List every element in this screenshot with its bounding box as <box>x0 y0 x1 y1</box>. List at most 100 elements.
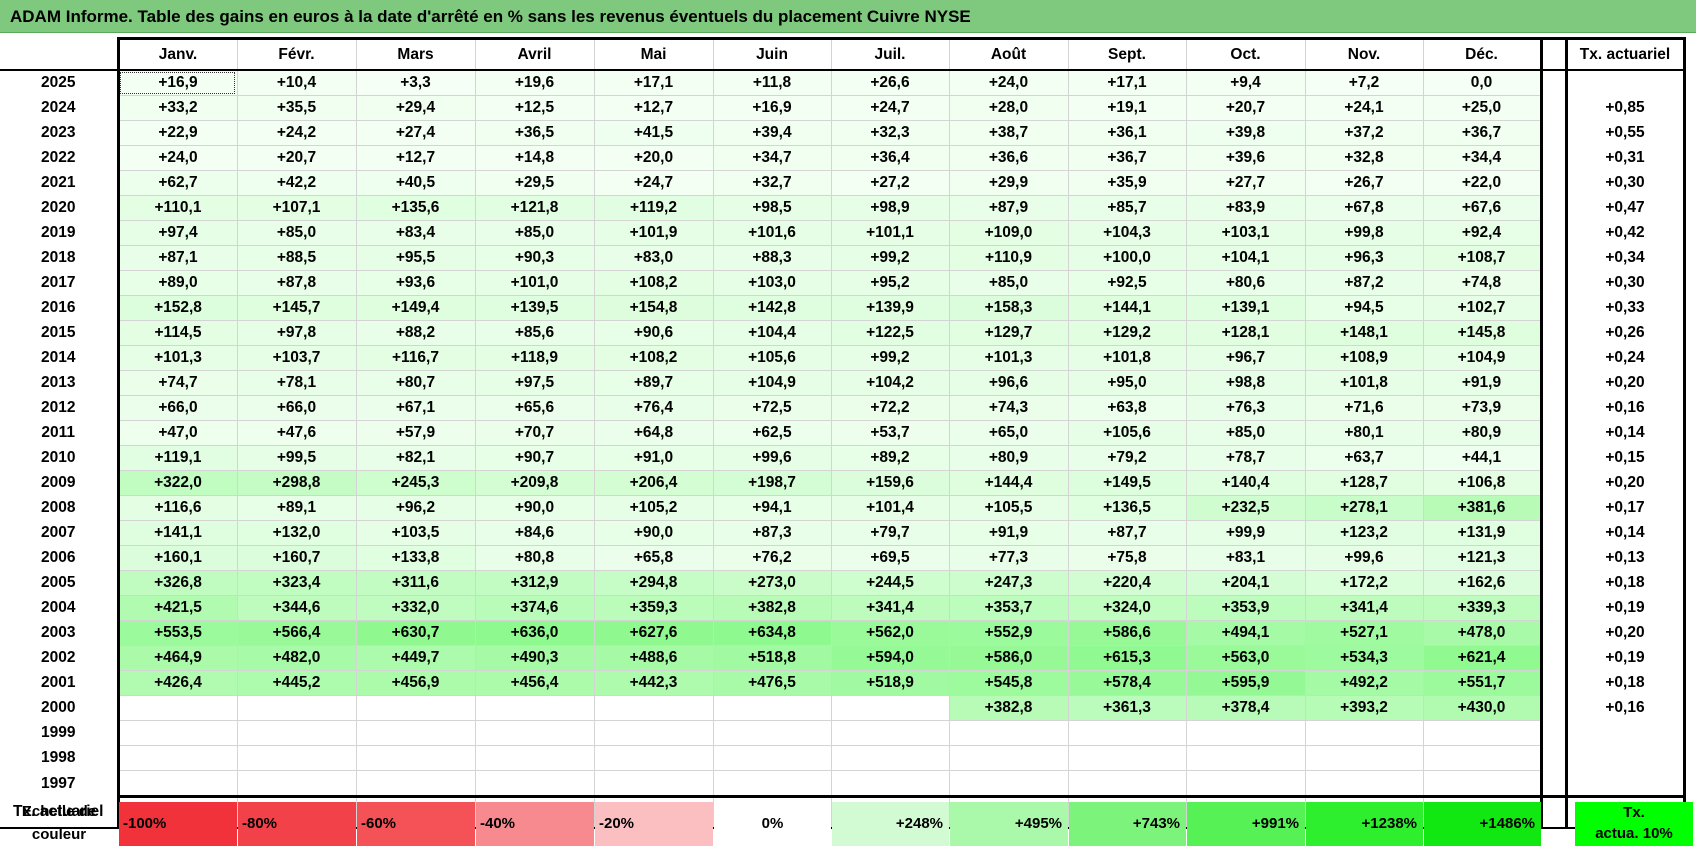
value-cell: +90,3 <box>475 245 595 271</box>
value-cell <box>118 770 238 797</box>
value-cell: +11,8 <box>713 70 832 96</box>
tx-actuariel-cell: +0,26 <box>1564 320 1686 346</box>
value-cell: +105,2 <box>594 495 714 521</box>
header-month-4: Avril <box>475 37 595 71</box>
column-gap <box>1541 745 1566 771</box>
value-cell: +63,8 <box>1068 395 1187 421</box>
value-cell <box>713 770 832 797</box>
value-cell: +36,1 <box>1068 120 1187 146</box>
value-cell: +67,8 <box>1305 195 1424 221</box>
value-cell: +12,7 <box>356 145 476 171</box>
value-cell: +101,4 <box>831 495 950 521</box>
value-cell: +430,0 <box>1423 695 1543 721</box>
value-cell: +133,8 <box>356 545 476 571</box>
value-cell: +74,3 <box>949 395 1069 421</box>
header-month-1: Janv. <box>118 37 238 71</box>
value-cell: +621,4 <box>1423 645 1543 671</box>
tx-actuariel-cell: +0,20 <box>1564 620 1686 646</box>
tx-actua-legend: Tx. actua. 10% <box>1575 802 1693 846</box>
value-cell: +101,0 <box>475 270 595 296</box>
header-month-12: Déc. <box>1423 37 1543 71</box>
value-cell: +552,9 <box>949 620 1069 646</box>
value-cell: +32,7 <box>713 170 832 196</box>
value-cell: +492,2 <box>1305 670 1424 696</box>
value-cell <box>594 770 714 797</box>
value-cell: +36,4 <box>831 145 950 171</box>
value-cell: +382,8 <box>949 695 1069 721</box>
year-label: 2025 <box>0 70 120 96</box>
value-cell: +149,5 <box>1068 470 1187 496</box>
value-cell: +490,3 <box>475 645 595 671</box>
value-cell: +67,1 <box>356 395 476 421</box>
value-cell: +527,1 <box>1305 620 1424 646</box>
value-cell: +99,6 <box>1305 545 1424 571</box>
tx-actuariel-cell <box>1564 70 1686 96</box>
tx-actuariel-cell: +0,17 <box>1564 495 1686 521</box>
scale-cell: -80% <box>238 802 356 846</box>
column-gap <box>1541 320 1566 346</box>
value-cell: +12,5 <box>475 95 595 121</box>
value-cell: +374,6 <box>475 595 595 621</box>
value-cell <box>949 745 1069 771</box>
year-label: 2010 <box>0 445 120 471</box>
value-cell: +24,2 <box>237 120 357 146</box>
value-cell: +32,3 <box>831 120 950 146</box>
value-cell: +32,8 <box>1305 145 1424 171</box>
value-cell: +144,4 <box>949 470 1069 496</box>
value-cell: +101,8 <box>1305 370 1424 396</box>
table-row: 2000 +382,8 +361,3 +378,4 +393,2 +430,0 +0,16 <box>0 695 1686 721</box>
value-cell <box>713 745 832 771</box>
value-cell: +99,2 <box>831 245 950 271</box>
value-cell: +98,5 <box>713 195 832 221</box>
header-month-3: Mars <box>356 37 476 71</box>
value-cell: +123,2 <box>1305 520 1424 546</box>
value-cell: +62,7 <box>118 170 238 196</box>
column-gap <box>1541 495 1566 521</box>
value-cell: +53,7 <box>831 420 950 446</box>
value-cell: +116,7 <box>356 345 476 371</box>
value-cell <box>949 720 1069 746</box>
value-cell: +98,8 <box>1186 370 1306 396</box>
value-cell: +101,6 <box>713 220 832 246</box>
scale-cell: +1486% <box>1424 802 1541 846</box>
value-cell: +38,7 <box>949 120 1069 146</box>
gains-table: Janv. Févr. Mars Avril Mai Juin Juil. Août Sept.… <box>0 37 1686 829</box>
table-row: 2008 +116,6 +89,1 +96,2 +90,0 +105,2 +94,1 +101… <box>0 495 1686 521</box>
value-cell: +139,5 <box>475 295 595 321</box>
table-row: 2007 +141,1 +132,0 +103,5 +84,6 +90,0 +87,3 +79… <box>0 520 1686 546</box>
column-gap <box>1541 195 1566 221</box>
column-gap <box>1541 370 1566 396</box>
value-cell: +85,7 <box>1068 195 1187 221</box>
column-gap <box>1541 545 1566 571</box>
value-cell: +34,4 <box>1423 145 1543 171</box>
table-row: 2024 +33,2 +35,5 +29,4 +12,5 +12,7 +16,9 +24,7 +… <box>0 95 1686 121</box>
value-cell <box>949 770 1069 797</box>
value-cell: +39,4 <box>713 120 832 146</box>
value-cell: +87,3 <box>713 520 832 546</box>
column-gap <box>1541 95 1566 121</box>
value-cell: +39,6 <box>1186 145 1306 171</box>
value-cell: +359,3 <box>594 595 714 621</box>
value-cell <box>118 695 238 721</box>
year-label: 2006 <box>0 545 120 571</box>
value-cell: +91,9 <box>949 520 1069 546</box>
value-cell <box>475 770 595 797</box>
value-cell: +98,9 <box>831 195 950 221</box>
value-cell: +104,1 <box>1186 245 1306 271</box>
value-cell: +244,5 <box>831 570 950 596</box>
value-cell: +83,4 <box>356 220 476 246</box>
year-label: 2012 <box>0 395 120 421</box>
table-row: 2015 +114,5 +97,8 +88,2 +85,6 +90,6 +104,4 +122… <box>0 320 1686 346</box>
value-cell: +7,2 <box>1305 70 1424 96</box>
value-cell: +488,6 <box>594 645 714 671</box>
value-cell: +121,8 <box>475 195 595 221</box>
value-cell: +76,3 <box>1186 395 1306 421</box>
table-row: 2023 +22,9 +24,2 +27,4 +36,5 +41,5 +39,4 +32,3 +… <box>0 120 1686 146</box>
scale-cell: -100% <box>119 802 237 846</box>
value-cell: +20,0 <box>594 145 714 171</box>
table-row: 2005 +326,8 +323,4 +311,6 +312,9 +294,8 +273,0… <box>0 570 1686 596</box>
value-cell: +25,0 <box>1423 95 1543 121</box>
value-cell: +158,3 <box>949 295 1069 321</box>
value-cell: +24,7 <box>831 95 950 121</box>
value-cell: +144,1 <box>1068 295 1187 321</box>
